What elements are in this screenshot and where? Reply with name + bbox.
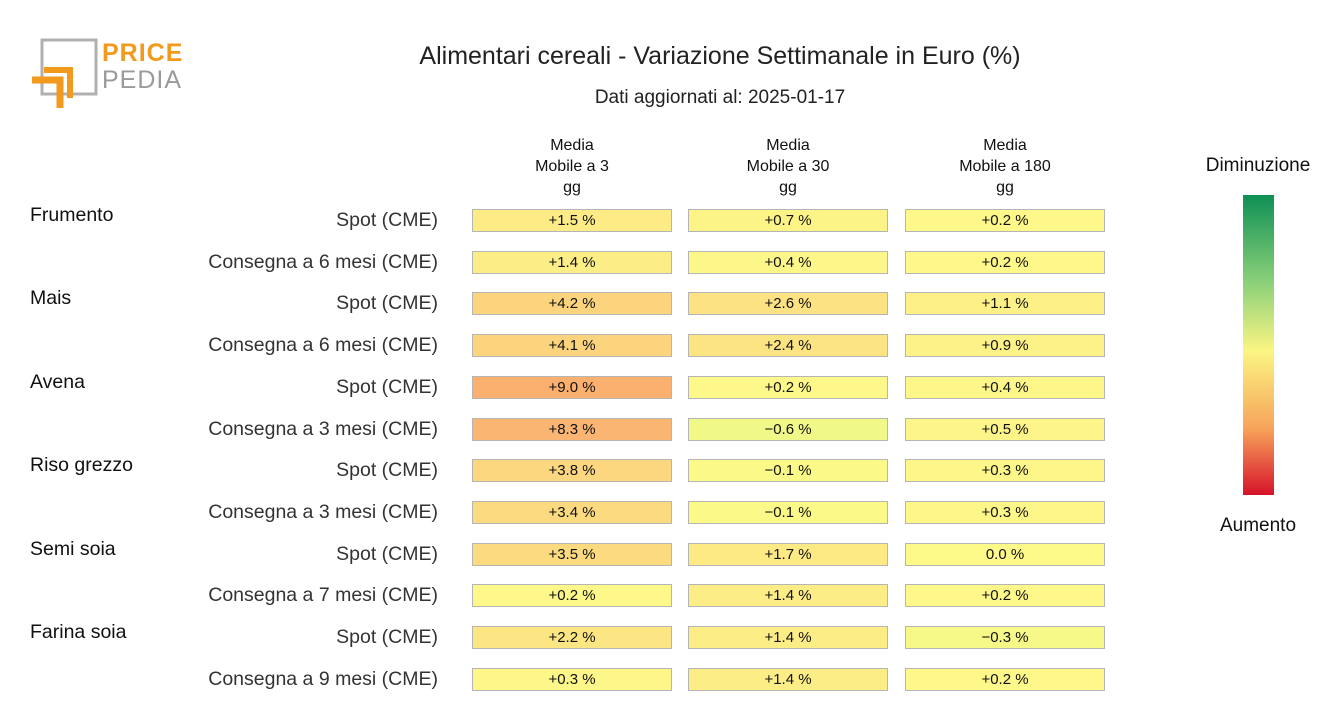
heatmap-cell: +2.4 % — [688, 334, 888, 358]
row-label: Spot (CME) — [336, 626, 438, 648]
heatmap-cell: +1.5 % — [472, 209, 672, 232]
logo-text-pedia: PEDIA — [102, 66, 183, 94]
heatmap-cell: +0.9 % — [905, 334, 1105, 358]
column-header: Media Mobile a 30 gg — [746, 137, 830, 196]
chart-title: Alimentari cereali - Variazione Settiman… — [419, 42, 1021, 70]
heatmap-cell: +3.4 % — [472, 500, 672, 524]
group-label: Semi soia — [30, 537, 116, 560]
heatmap-cell: +1.4 % — [688, 584, 888, 608]
row-label: Consegna a 3 mesi (CME) — [208, 500, 438, 523]
heatmap-cell: 0.0 % — [905, 542, 1105, 566]
row-label: Spot (CME) — [336, 542, 438, 565]
heatmap-cell: +8.3 % — [472, 417, 672, 441]
heatmap-cell: +0.2 % — [905, 209, 1105, 232]
heatmap-cell: +4.1 % — [472, 334, 672, 358]
row-label: Spot (CME) — [336, 459, 438, 482]
heatmap-cell: +1.4 % — [688, 626, 888, 649]
heatmap-cell: −0.3 % — [905, 626, 1105, 649]
row-label: Spot (CME) — [336, 209, 438, 231]
heatmap-cell: +2.6 % — [688, 292, 888, 316]
row-label: Consegna a 6 mesi (CME) — [208, 250, 438, 273]
heatmap-cell: +2.2 % — [472, 626, 672, 649]
heatmap-cell: +4.2 % — [472, 292, 672, 316]
row-label: Consegna a 7 mesi (CME) — [208, 584, 438, 607]
legend-label-bottom: Aumento — [1219, 515, 1297, 536]
heatmap-cell: +9.0 % — [472, 375, 672, 399]
row-label: Consegna a 9 mesi (CME) — [208, 667, 438, 690]
legend-color-bar — [1243, 195, 1274, 495]
column-header: Media Mobile a 180 gg — [959, 137, 1051, 196]
group-label: Frumento — [30, 204, 114, 226]
heatmap-cell: +0.2 % — [905, 667, 1105, 691]
heatmap-cell: +1.1 % — [905, 292, 1105, 316]
legend-label-top: Diminuzione — [1205, 155, 1311, 176]
heatmap-cell: +3.5 % — [472, 542, 672, 566]
row-label: Spot (CME) — [336, 292, 438, 315]
row-label: Consegna a 6 mesi (CME) — [208, 334, 438, 357]
heatmap-cell: +0.4 % — [905, 375, 1105, 399]
heatmap-cell: +0.7 % — [688, 209, 888, 232]
pricepedia-logo: PRICE PEDIA — [30, 38, 190, 110]
group-label: Avena — [30, 370, 85, 393]
chart-subtitle: Dati aggiornati al: 2025-01-17 — [594, 87, 846, 108]
heatmap-cell: −0.1 % — [688, 459, 888, 483]
heatmap-cell: +3.8 % — [472, 459, 672, 483]
logo-text-price: PRICE — [102, 39, 184, 67]
heatmap-cell: +1.7 % — [688, 542, 888, 566]
heatmap-cell: +0.5 % — [905, 417, 1105, 441]
heatmap-cell: +0.2 % — [472, 584, 672, 608]
heatmap-cell: +0.4 % — [688, 250, 888, 274]
heatmap-cell: −0.6 % — [688, 417, 888, 441]
heatmap-cell: +0.3 % — [472, 667, 672, 691]
row-label: Spot (CME) — [336, 375, 438, 398]
heatmap-cell: +0.3 % — [905, 459, 1105, 483]
heatmap-cell: +1.4 % — [472, 250, 672, 274]
group-label: Mais — [30, 287, 72, 310]
column-header: Media Mobile a 3 gg — [535, 137, 609, 196]
logo-mark-icon — [32, 38, 98, 108]
heatmap-cell: +0.3 % — [905, 500, 1105, 524]
heatmap-cell: −0.1 % — [688, 500, 888, 524]
heatmap-cell: +1.4 % — [688, 667, 888, 691]
row-label: Consegna a 3 mesi (CME) — [208, 417, 438, 440]
heatmap-cell: +0.2 % — [905, 584, 1105, 608]
group-label: Riso grezzo — [30, 454, 133, 477]
heatmap-cell: +0.2 % — [688, 375, 888, 399]
heatmap-cell: +0.2 % — [905, 250, 1105, 274]
group-label: Farina soia — [30, 621, 127, 643]
